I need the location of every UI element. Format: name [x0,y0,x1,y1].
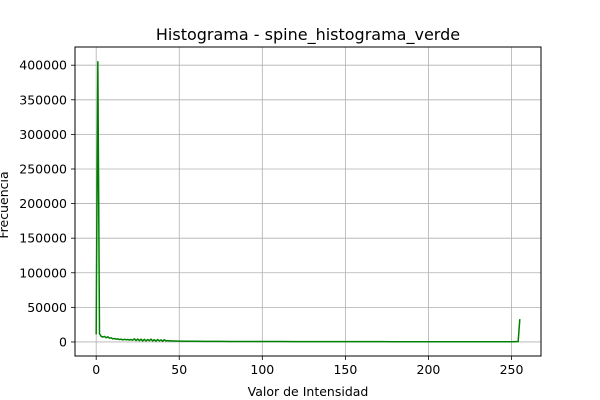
x-tick-label: 0 [92,362,100,377]
y-tick-label: 50000 [27,300,67,315]
y-tick-label: 150000 [19,231,67,246]
plot-lines [95,60,521,343]
y-tick-label: 0 [59,334,67,349]
y-tick-label: 250000 [19,161,67,176]
x-tick-label: 100 [250,362,274,377]
y-tick-label: 100000 [19,265,67,280]
y-tick-label: 200000 [19,196,67,211]
x-tick-label: 250 [500,362,524,377]
grid-lines [75,47,541,356]
y-tick-label: 400000 [19,58,67,73]
x-tick-label: 50 [171,362,187,377]
x-axis-title: Valor de Intensidad [248,384,369,399]
x-tick-label: 150 [333,362,357,377]
x-tick-label: 200 [417,362,441,377]
plot-frame [74,46,542,357]
y-tick-label: 350000 [19,92,67,107]
y-axis-title: Frecuencia [0,171,11,238]
axis-ticks: 0 50 100 150 200 250 0 50000 100000 150000 200000 2… [19,58,523,377]
chart-title: Histograma - spine_histograma_verde [156,25,460,45]
y-tick-label: 300000 [19,127,67,142]
series-line-0 [95,60,521,343]
